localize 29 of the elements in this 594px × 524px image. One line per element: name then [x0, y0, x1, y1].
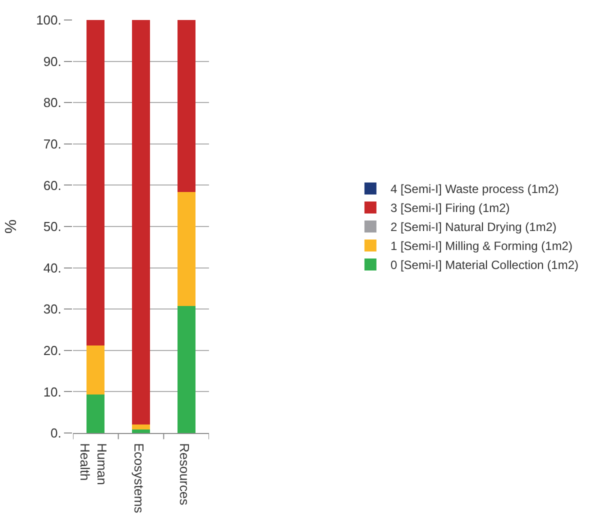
- y-tick-label: 10.: [43, 384, 62, 400]
- y-axis-title: %: [2, 219, 20, 234]
- legend-label: 0 [Semi-I] Material Collection (1m2): [390, 258, 579, 272]
- y-tick-label: 70.: [43, 136, 62, 152]
- bar: [177, 192, 196, 306]
- bar: [86, 394, 105, 433]
- x-tick-label: Ecosystems: [132, 443, 146, 514]
- bar: [86, 20, 105, 346]
- y-tick-label: 0.: [50, 426, 62, 441]
- bar: [132, 430, 150, 433]
- x-tick-label: Human Health: [78, 443, 110, 486]
- y-tick-label: 90.: [43, 54, 62, 69]
- legend-label: 4 [Semi-I] Waste process (1m2): [390, 182, 559, 196]
- bar: [86, 345, 105, 395]
- legend-label: 2 [Semi-I] Natural Drying (1m2): [390, 220, 556, 234]
- y-tick-label: 40.: [43, 260, 62, 276]
- bar: [177, 20, 196, 192]
- y-tick-label: 100.: [36, 12, 62, 28]
- y-tick-label: 50.: [43, 219, 62, 234]
- legend-label: 1 [Semi-I] Milling & Forming (1m2): [390, 239, 572, 254]
- y-tick-label: 20.: [43, 342, 62, 358]
- bar: [132, 20, 150, 425]
- y-tick-label: 80.: [43, 95, 62, 110]
- y-tick-label: 30.: [43, 302, 62, 317]
- y-tick-label: 60.: [43, 178, 62, 193]
- x-tick-label: Resources: [176, 443, 192, 506]
- bar: [132, 424, 150, 430]
- bar: [177, 306, 196, 433]
- legend-label: 3 [Semi-I] Firing (1m2): [390, 201, 510, 216]
